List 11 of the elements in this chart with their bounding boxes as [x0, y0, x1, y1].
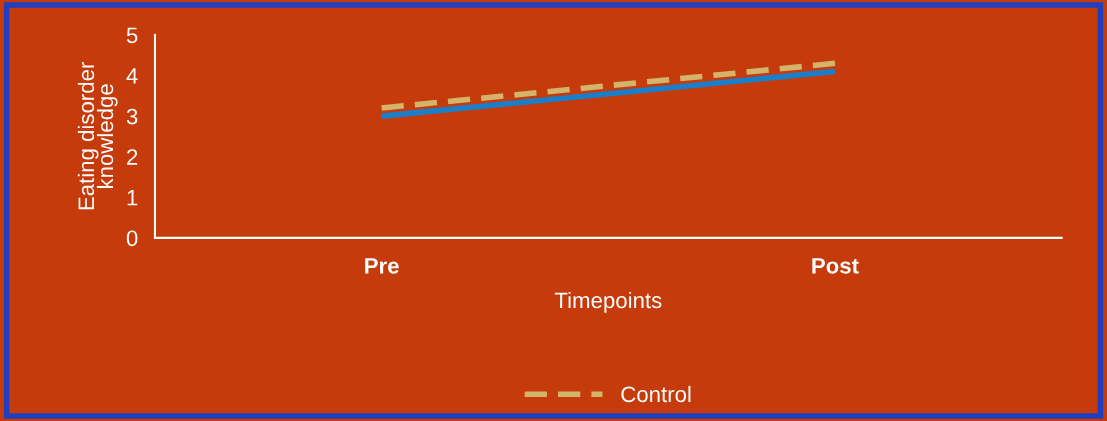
- y-tick-label: 5: [126, 27, 138, 44]
- y-axis-title: Eating disorder knowledge: [77, 62, 118, 210]
- y-tick-label: 3: [126, 108, 138, 125]
- legend-label: Control: [621, 385, 691, 403]
- x-tick-label: Pre: [365, 258, 399, 274]
- y-tick-label: 1: [127, 190, 138, 206]
- y-tick-label: 2: [127, 149, 138, 165]
- x-axis-title: Timepoints: [554, 291, 662, 313]
- y-tick-label: 0: [126, 230, 138, 247]
- y-tick-label: 4: [126, 68, 138, 84]
- x-tick-label: Post: [812, 258, 859, 274]
